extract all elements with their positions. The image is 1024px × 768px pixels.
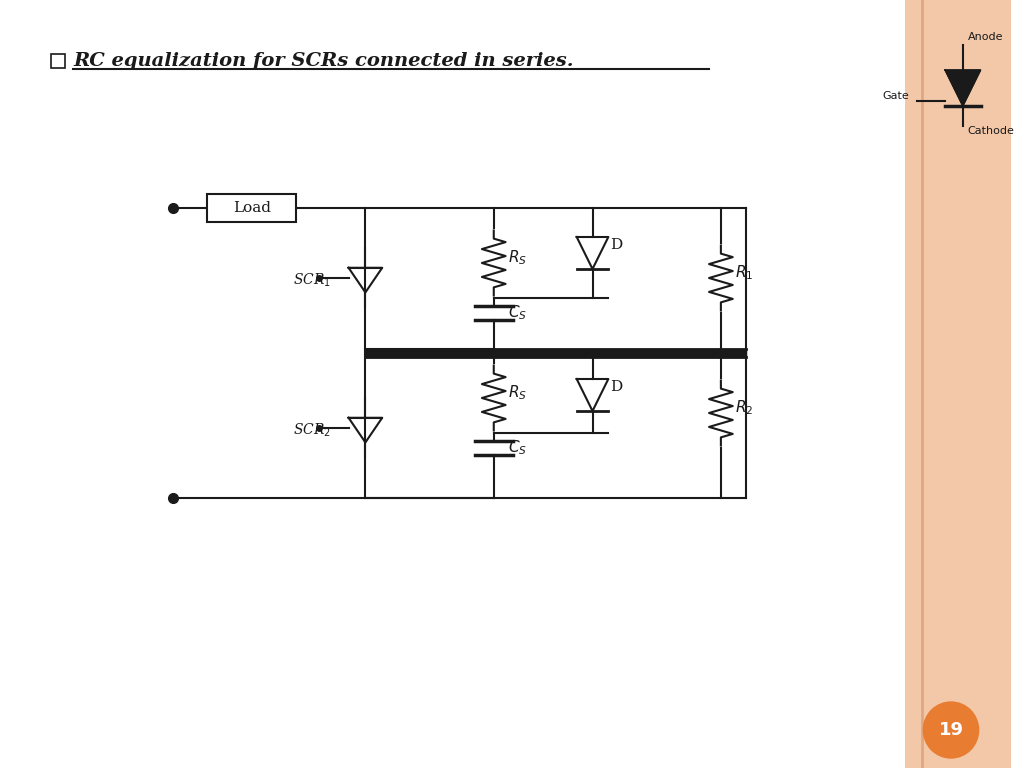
Text: SCR$_1$: SCR$_1$ bbox=[293, 271, 331, 289]
Bar bbox=[208, 194, 296, 222]
Text: 19: 19 bbox=[938, 721, 964, 739]
Text: $R_S$: $R_S$ bbox=[508, 384, 526, 402]
Text: Cathode: Cathode bbox=[968, 126, 1015, 136]
Circle shape bbox=[924, 702, 979, 758]
Text: $R_2$: $R_2$ bbox=[734, 399, 753, 417]
Text: D: D bbox=[610, 380, 623, 394]
Text: $C_S$: $C_S$ bbox=[508, 303, 526, 323]
Text: SCR$_2$: SCR$_2$ bbox=[293, 422, 331, 439]
Text: Load: Load bbox=[232, 201, 270, 215]
Bar bbox=[51, 54, 66, 68]
Text: RC equalization for SCRs connected in series.: RC equalization for SCRs connected in se… bbox=[73, 52, 573, 70]
Bar bbox=[904, 0, 1012, 768]
Text: Gate: Gate bbox=[883, 91, 909, 101]
Text: $C_S$: $C_S$ bbox=[508, 439, 526, 458]
Text: D: D bbox=[610, 238, 623, 252]
Text: Anode: Anode bbox=[968, 32, 1004, 42]
Polygon shape bbox=[945, 70, 981, 106]
Text: $R_S$: $R_S$ bbox=[508, 249, 526, 267]
Text: $R_1$: $R_1$ bbox=[734, 263, 753, 283]
